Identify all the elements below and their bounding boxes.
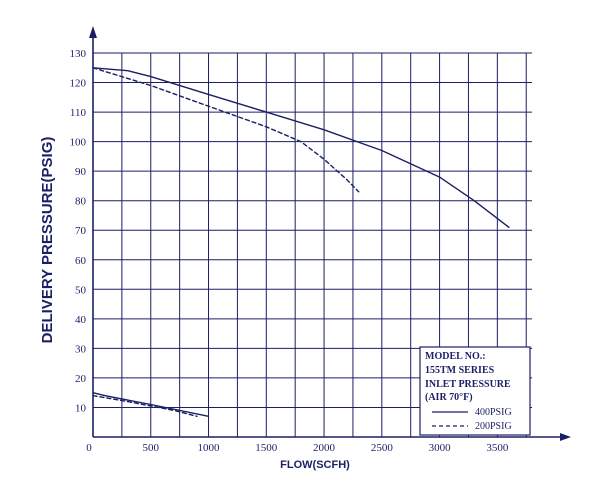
axes — [89, 26, 571, 441]
legend-heading-3: INLET PRESSURE — [425, 379, 511, 390]
legend-heading-2: 155TM SERIES — [425, 365, 495, 376]
series-line-400psig-0 — [92, 67, 510, 228]
x-tick-label: 1500 — [255, 442, 278, 454]
series-line-400psig-2 — [92, 392, 210, 417]
y-tick-label: 50 — [75, 284, 87, 296]
x-tick-label: 1000 — [198, 442, 221, 454]
y-tick-label: 110 — [70, 107, 87, 119]
x-tick-label: 0 — [86, 442, 92, 454]
y-tick-label: 30 — [75, 343, 87, 355]
series-line-200psig-3 — [92, 394, 198, 417]
y-tick-label: 60 — [75, 255, 87, 267]
legend-label-200: 200PSIG — [475, 421, 512, 432]
y-tick-label: 90 — [75, 166, 87, 178]
legend-heading-4: (AIR 70°F) — [425, 392, 473, 403]
legend-box — [419, 346, 531, 436]
legend-heading-1: MODEL NO.: — [425, 351, 486, 362]
x-axis-label: FLOW(SCFH) — [280, 459, 350, 471]
y-tick-label: 80 — [75, 196, 87, 208]
x-axis-arrow — [560, 433, 571, 441]
series-line-200psig-1 — [92, 67, 360, 193]
y-tick-label: 100 — [70, 137, 87, 149]
y-tick-label: 120 — [70, 78, 87, 90]
tick-labels: 10 20 30 40 50 60 70 80 90 100 110 120 130 0 500 1000 15… — [70, 48, 509, 454]
y-tick-label: 10 — [75, 402, 87, 414]
y-tick-label: 20 — [75, 373, 87, 385]
x-tick-label: 500 — [143, 442, 160, 454]
x-tick-label: 3500 — [486, 442, 509, 454]
y-tick-label: 70 — [75, 225, 87, 237]
x-tick-label: 2500 — [371, 442, 394, 454]
x-tick-label: 3000 — [429, 442, 452, 454]
series-lines — [92, 67, 510, 417]
y-axis-label: DELIVERY PRESSURE(PSIG) — [39, 137, 56, 344]
y-axis-arrow — [89, 26, 97, 38]
y-tick-label: 130 — [70, 48, 87, 60]
y-tick-label: 40 — [75, 314, 87, 326]
legend-label-400: 400PSIG — [475, 407, 512, 418]
x-tick-label: 2000 — [313, 442, 336, 454]
legend: MODEL NO.: 155TM SERIES INLET PRESSURE (… — [419, 346, 531, 436]
